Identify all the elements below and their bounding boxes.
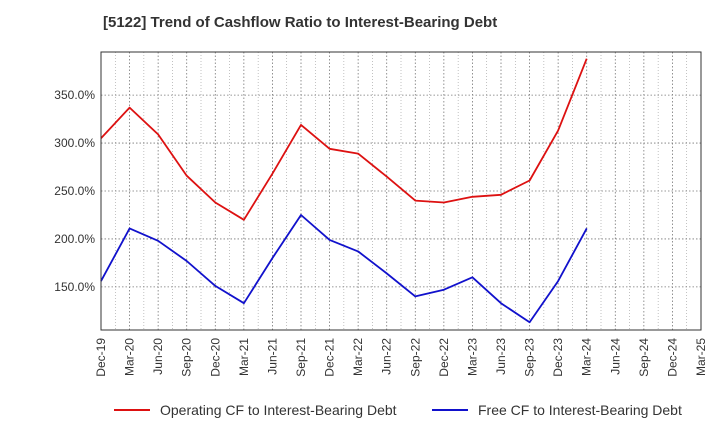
legend-label: Operating CF to Interest-Bearing Debt (160, 402, 397, 418)
x-tick-label: Sep-24 (637, 338, 651, 377)
x-tick-label: Sep-22 (408, 338, 422, 377)
x-tick-label: Dec-24 (665, 338, 679, 377)
x-tick-label: Mar-24 (580, 338, 594, 376)
chart-title: [5122] Trend of Cashflow Ratio to Intere… (103, 14, 498, 31)
grid-lines (100, 52, 702, 330)
legend-label: Free CF to Interest-Bearing Debt (478, 402, 682, 418)
series-line-2 (100, 214, 588, 324)
plot-frame (100, 51, 702, 331)
x-tick-label: Dec-23 (551, 338, 565, 377)
x-tick-label: Jun-20 (151, 338, 165, 375)
x-tick-label: Dec-22 (437, 338, 451, 377)
x-tick-label: Dec-19 (94, 338, 108, 377)
x-tick-label: Jun-23 (494, 338, 508, 375)
x-tick-label: Mar-23 (465, 338, 479, 376)
y-tick-label: 250.0% (54, 184, 95, 198)
y-tick-label: 300.0% (54, 136, 95, 150)
series-line-1 (100, 58, 588, 221)
legend-swatch (114, 409, 150, 411)
legend-swatch (432, 409, 468, 411)
x-tick-label: Dec-21 (323, 338, 337, 377)
x-tick-label: Sep-23 (523, 338, 537, 377)
x-tick-label: Mar-20 (123, 338, 137, 376)
legend-item: Free CF to Interest-Bearing Debt (432, 402, 682, 418)
legend-item: Operating CF to Interest-Bearing Debt (114, 402, 397, 418)
x-tick-label: Jun-22 (380, 338, 394, 375)
legend: Operating CF to Interest-Bearing Debt Fre… (0, 402, 720, 428)
x-tick-label: Mar-25 (694, 338, 708, 376)
y-tick-label: 150.0% (54, 280, 95, 294)
series-lines (100, 58, 588, 324)
x-tick-label: Jun-21 (265, 338, 279, 375)
y-tick-label: 350.0% (54, 88, 95, 102)
x-tick-label: Dec-20 (208, 338, 222, 377)
x-tick-label: Jun-24 (608, 338, 622, 375)
x-tick-label: Sep-20 (180, 338, 194, 377)
y-tick-label: 200.0% (54, 232, 95, 246)
x-tick-label: Mar-21 (237, 338, 251, 376)
axes: 150.0% 200.0% 250.0% 300.0% 350.0% Dec-19 Mar-… (54, 51, 708, 377)
x-tick-label: Mar-22 (351, 338, 365, 376)
x-tick-label: Sep-21 (294, 338, 308, 377)
